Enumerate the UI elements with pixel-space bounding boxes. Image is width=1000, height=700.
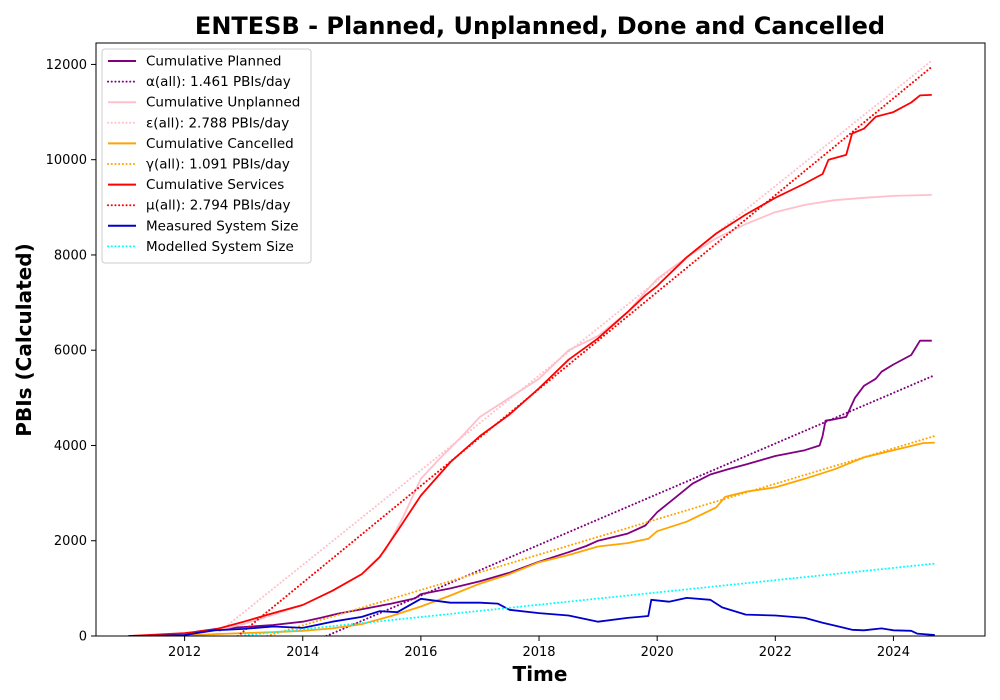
y-tick-label: 2000	[54, 534, 87, 549]
y-tick-label: 12000	[46, 58, 87, 73]
y-tick-label: 8000	[54, 248, 87, 263]
y-tick-label: 10000	[46, 153, 87, 168]
series-line-1-all-1-461-pbis-day	[325, 375, 933, 636]
y-tick-label: 4000	[54, 439, 87, 454]
x-tick-label: 2016	[404, 645, 437, 660]
chart-title: ENTESB - Planned, Unplanned, Done and Ca…	[195, 12, 885, 40]
legend-label: μ(all): 2.794 PBIs/day	[146, 198, 290, 214]
legend-label: Measured System Size	[146, 218, 299, 234]
series-line-7-all-2-794-pbis-day	[236, 65, 933, 636]
legend-label: α(all): 1.461 PBIs/day	[146, 74, 291, 90]
legend-label: Cumulative Planned	[146, 54, 282, 70]
series-line-6-cumulative-services	[128, 94, 932, 636]
legend-label: Cumulative Services	[146, 177, 284, 193]
x-axis-label: Time	[513, 662, 568, 686]
legend-box	[101, 48, 312, 264]
x-tick-label: 2024	[877, 645, 910, 660]
legend-label: Cumulative Unplanned	[146, 95, 300, 111]
series-line-5-all-1-091-pbis-day	[266, 435, 936, 636]
y-tick-label: 0	[79, 630, 87, 645]
y-axis-label: PBIs (Calculated)	[12, 243, 36, 436]
legend-label: γ(all): 1.091 PBIs/day	[146, 157, 290, 173]
plot-frame	[95, 42, 986, 637]
x-tick-label: 2022	[759, 645, 792, 660]
series-line-9-modelled-system-size	[236, 562, 936, 636]
series-line-8-measured-system-size	[128, 597, 935, 636]
x-tick-label: 2020	[641, 645, 674, 660]
x-tick-label: 2012	[168, 645, 201, 660]
legend-label: ε(all): 2.788 PBIs/day	[146, 115, 289, 131]
x-tick-label: 2018	[522, 645, 555, 660]
x-tick-label: 2014	[286, 645, 319, 660]
legend-label: Cumulative Cancelled	[146, 136, 294, 152]
x-axis: 2012 2014 2016 2018 2020 2022 2024	[168, 636, 910, 660]
series-line-4-cumulative-cancelled	[128, 441, 935, 636]
legend-label: Modelled System Size	[146, 239, 294, 255]
y-axis: 0 2000 4000 6000 8000 10000 12000	[46, 58, 96, 645]
y-tick-label: 6000	[54, 344, 87, 359]
series-line-0-cumulative-planned	[128, 339, 932, 636]
series-line-3-all-2-788-pbis-day	[213, 59, 933, 636]
legend: Cumulative Planned α(all): 1.461 PBIs/day…	[101, 48, 312, 264]
